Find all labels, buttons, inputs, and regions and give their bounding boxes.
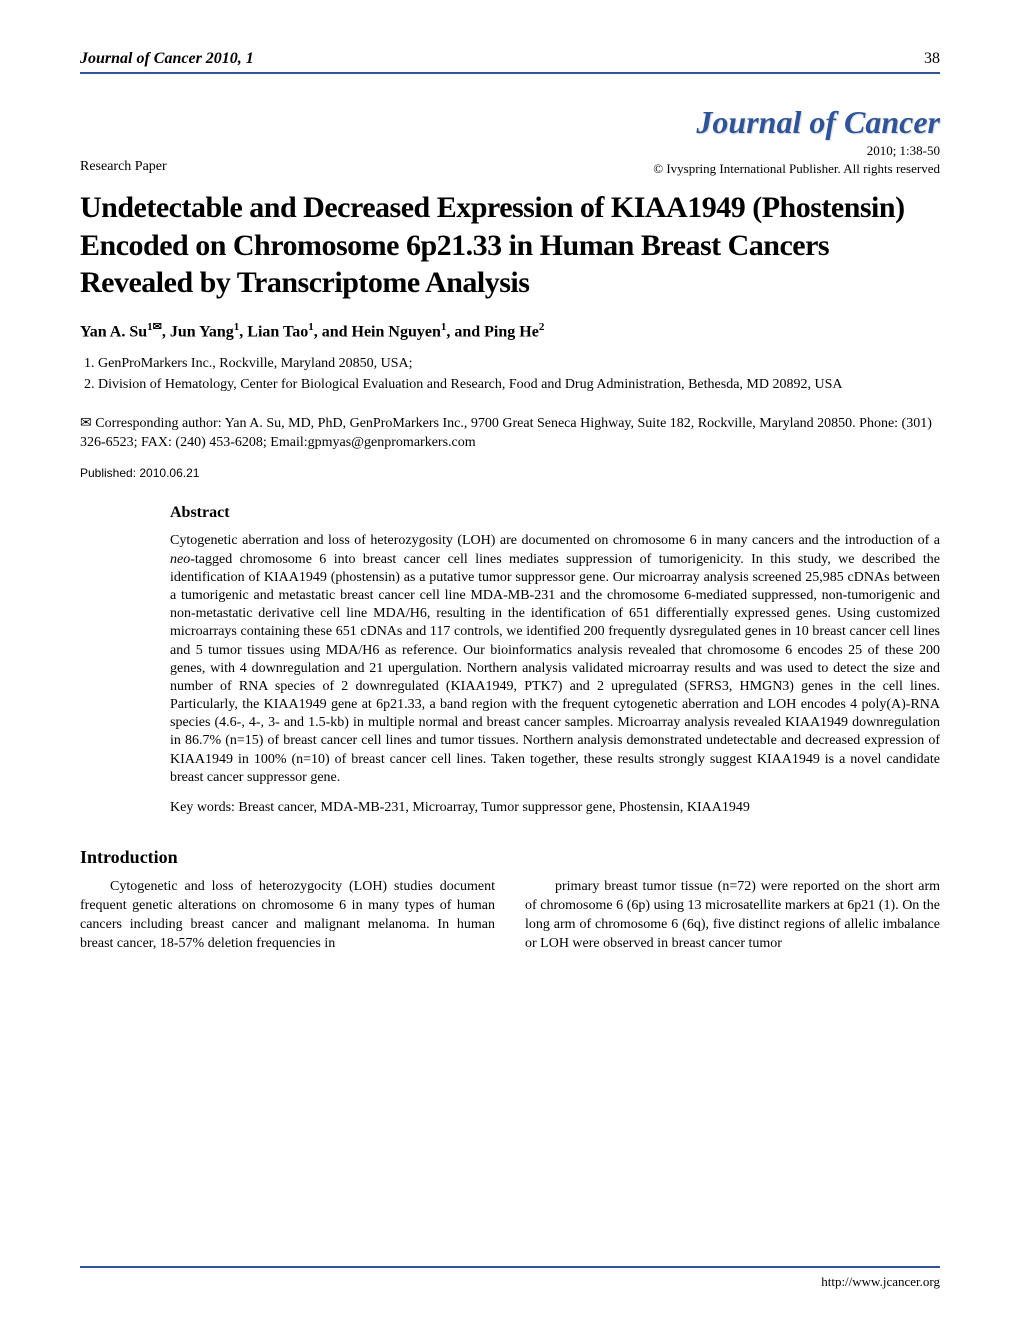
introduction-columns: Cytogenetic and loss of heterozygocity (… [80,878,940,954]
page-footer: http://www.jcancer.org [80,1266,940,1290]
intro-col-right: primary breast tumor tissue (n=72) were … [525,878,940,954]
authors: Yan A. Su1✉, Jun Yang1, Lian Tao1, and H… [80,320,940,341]
page-number: 38 [924,50,940,68]
paper-title: Undetectable and Decreased Expression of… [80,189,940,302]
affiliation-1: 1. GenProMarkers Inc., Rockville, Maryla… [100,355,940,374]
corresponding-author: ✉ Corresponding author: Yan A. Su, MD, P… [80,415,940,453]
published-date: Published: 2010.06.21 [80,466,940,480]
abstract-body: Cytogenetic aberration and loss of heter… [170,532,940,787]
journal-name: Journal of Cancer [80,104,940,141]
affiliation-2: 2. Division of Hematology, Center for Bi… [100,376,940,395]
keywords: Key words: Breast cancer, MDA-MB-231, Mi… [170,799,940,817]
footer-url: http://www.jcancer.org [821,1274,940,1289]
intro-p2: primary breast tumor tissue (n=72) were … [525,878,940,954]
introduction-heading: Introduction [80,847,940,868]
intro-col-left: Cytogenetic and loss of heterozygocity (… [80,878,495,954]
abstract-section: Abstract Cytogenetic aberration and loss… [170,504,940,817]
journal-ref: Journal of Cancer 2010, 1 [80,50,254,68]
affiliations: 1. GenProMarkers Inc., Rockville, Maryla… [80,355,940,395]
journal-year-pages: 2010; 1:38-50 [80,143,940,159]
page-header: Journal of Cancer 2010, 1 38 [80,50,940,74]
abstract-heading: Abstract [170,504,940,522]
journal-ref-text: Journal of Cancer 2010, 1 [80,50,254,67]
intro-p1: Cytogenetic and loss of heterozygocity (… [80,878,495,954]
